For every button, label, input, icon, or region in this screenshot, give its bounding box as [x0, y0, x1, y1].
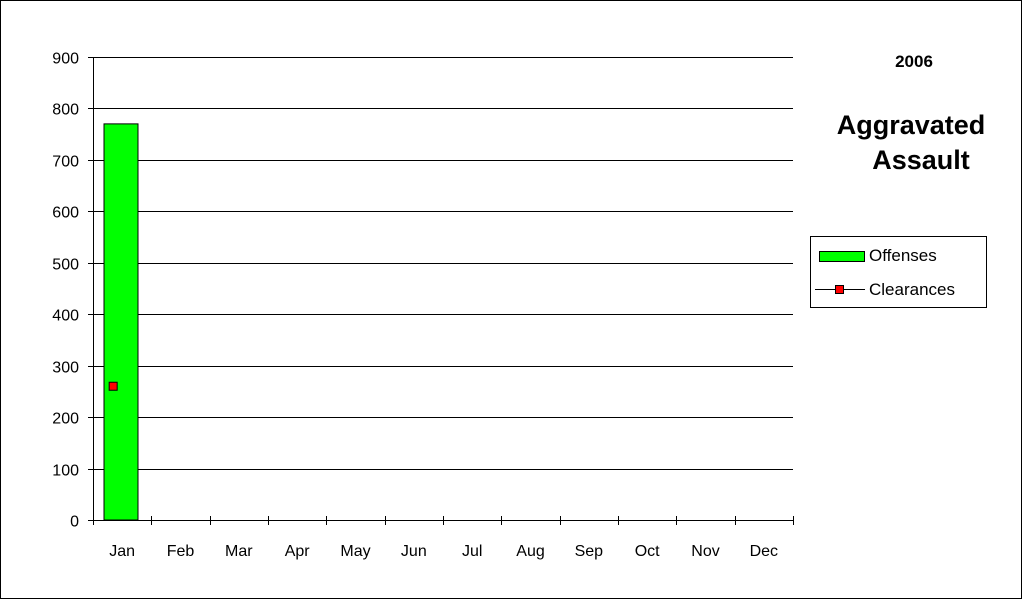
chart-title-line-1: Aggravated — [836, 110, 986, 140]
y-tick-label: 300 — [52, 360, 79, 377]
x-tick-label: Mar — [225, 543, 253, 560]
bar-offenses — [103, 123, 139, 521]
y-tick-label: 700 — [52, 154, 79, 171]
legend-item-offenses: Offenses — [811, 243, 986, 269]
legend-label-offenses: Offenses — [869, 246, 937, 265]
chart-title-line-2: Assault — [872, 145, 970, 175]
chart-legend: Offenses Clearances — [810, 236, 987, 308]
y-tick-label: 100 — [52, 463, 79, 480]
y-tick-label: 800 — [52, 102, 79, 119]
x-tick-label: May — [340, 543, 370, 560]
y-tick-label: 400 — [52, 308, 79, 325]
x-tick-label: Jul — [462, 543, 482, 560]
x-tick-label: Aug — [516, 543, 544, 560]
y-tick-label: 200 — [52, 411, 79, 428]
legend-marker-swatch — [835, 285, 844, 294]
x-tick-label: Feb — [167, 543, 195, 560]
y-tick-label: 600 — [52, 205, 79, 222]
x-tick-label: Dec — [750, 543, 778, 560]
point-clearances — [108, 381, 118, 391]
x-tick-label: Sep — [575, 543, 604, 560]
legend-item-clearances: Clearances — [811, 277, 986, 303]
x-tick-label: Jun — [401, 543, 427, 560]
y-tick-label: 0 — [70, 514, 79, 531]
x-tick-label: Apr — [285, 543, 311, 560]
chart-title: Aggravated Assault — [811, 108, 1011, 178]
y-tick-label: 900 — [52, 51, 79, 68]
x-tick-label: Nov — [691, 543, 719, 560]
chart-subtitle: 2006 — [895, 52, 933, 71]
x-tick-label: Oct — [635, 543, 660, 560]
x-tick-label: Jan — [109, 543, 135, 560]
y-tick-label: 500 — [52, 257, 79, 274]
legend-bar-swatch — [819, 251, 865, 262]
legend-label-clearances: Clearances — [869, 280, 955, 299]
